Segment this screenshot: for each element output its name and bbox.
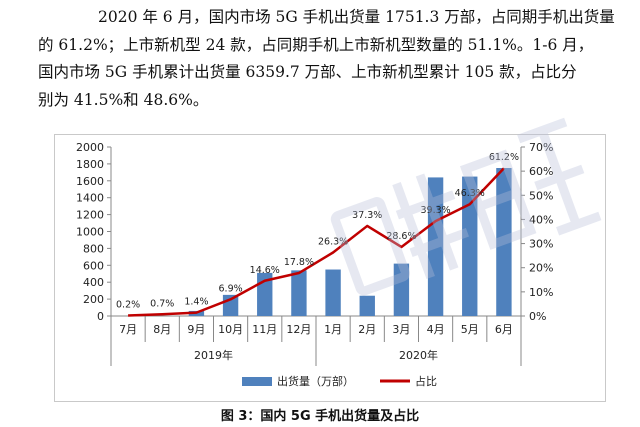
right-tick-label: 30% — [529, 238, 553, 251]
paragraph-line-2: 的 61.2%；上市新机型 24 款，占同期手机上市新机型数量的 51.1%。1… — [38, 35, 594, 54]
paragraph-line-1: 2020 年 6 月，国内市场 5G 手机出货量 1751.3 万部，占同期手机… — [98, 8, 615, 26]
data-label-1: 0.2% — [116, 300, 140, 311]
left-tick-label: 200 — [83, 293, 104, 306]
right-tick-label: 20% — [529, 262, 553, 275]
data-label-4: 6.9% — [219, 283, 243, 294]
bar-6 — [291, 270, 307, 316]
x-tick-label: 12月 — [286, 323, 311, 336]
x-tick-label: 11月 — [252, 323, 277, 336]
x-tick-label: 8月 — [153, 323, 171, 336]
bar-8 — [359, 295, 375, 316]
paragraph-line-4: 别为 41.5%和 48.6%。 — [38, 90, 209, 109]
bar-11 — [462, 176, 478, 316]
data-label-9: 28.6% — [386, 231, 416, 242]
bar-12 — [496, 168, 512, 316]
year-label-2: 2020年 — [399, 348, 438, 362]
data-label-3: 1.4% — [184, 297, 208, 308]
data-label-8: 37.3% — [352, 210, 382, 221]
legend-bar-label: 出货量（万部） — [277, 374, 354, 388]
x-tick-label: 1月 — [324, 323, 342, 336]
right-tick-label: 70% — [529, 141, 553, 154]
data-label-2: 0.7% — [150, 298, 174, 309]
x-tick-label: 3月 — [392, 323, 410, 336]
share-line — [128, 167, 505, 317]
left-tick-label: 400 — [83, 276, 104, 289]
legend-bar-swatch — [242, 377, 272, 386]
combo-chart: 0 200 400 600 800 1000 1200 1400 1600 1800 2000 0% 1… — [76, 141, 553, 388]
left-tick-label: 2000 — [76, 141, 104, 154]
figure-caption: 图 3：国内 5G 手机出货量及占比 — [220, 409, 420, 424]
right-tick-label: 50% — [529, 189, 553, 202]
bar-10 — [427, 177, 444, 316]
x-tick-label: 9月 — [187, 323, 205, 336]
left-tick-label: 1800 — [76, 158, 104, 171]
right-tick-label: 40% — [529, 213, 553, 226]
intro-paragraph: 2020 年 6 月，国内市场 5G 手机出货量 1751.3 万部，占同期手机… — [38, 4, 628, 114]
data-label-11: 46.3% — [455, 188, 485, 199]
x-tick-label: 4月 — [427, 323, 445, 336]
bar-9 — [393, 263, 410, 316]
data-label-6: 17.8% — [284, 257, 314, 268]
left-tick-label: 1600 — [76, 175, 104, 188]
left-tick-label: 1000 — [76, 226, 104, 239]
x-tick-label: 2月 — [358, 323, 376, 336]
data-label-5: 14.6% — [250, 265, 280, 276]
right-tick-label: 60% — [529, 165, 553, 178]
data-label-12: 61.2% — [489, 152, 519, 163]
left-tick-label: 0 — [97, 310, 104, 323]
data-label-10: 39.3% — [420, 205, 450, 216]
left-tick-label: 800 — [83, 242, 104, 255]
left-tick-label: 600 — [83, 259, 104, 272]
legend-line-label: 占比 — [415, 374, 437, 388]
chart-frame: 0 200 400 600 800 1000 1200 1400 1600 1800 2000 0% 1… — [54, 134, 606, 402]
year-label-1: 2019年 — [194, 348, 233, 362]
data-label-7: 26.3% — [318, 237, 348, 248]
x-tick-label: 5月 — [461, 323, 479, 336]
right-tick-label: 10% — [529, 286, 553, 299]
left-tick-label: 1200 — [76, 209, 104, 222]
x-tick-label: 6月 — [495, 323, 513, 336]
right-tick-label: 0% — [529, 310, 546, 323]
left-tick-label: 1400 — [76, 192, 104, 205]
paragraph-line-3: 国内市场 5G 手机累计出货量 6359.7 万部、上市新机型累计 105 款，… — [38, 63, 577, 81]
x-tick-label: 7月 — [119, 323, 137, 336]
bar-7 — [325, 269, 341, 316]
x-tick-label: 10月 — [218, 323, 243, 336]
